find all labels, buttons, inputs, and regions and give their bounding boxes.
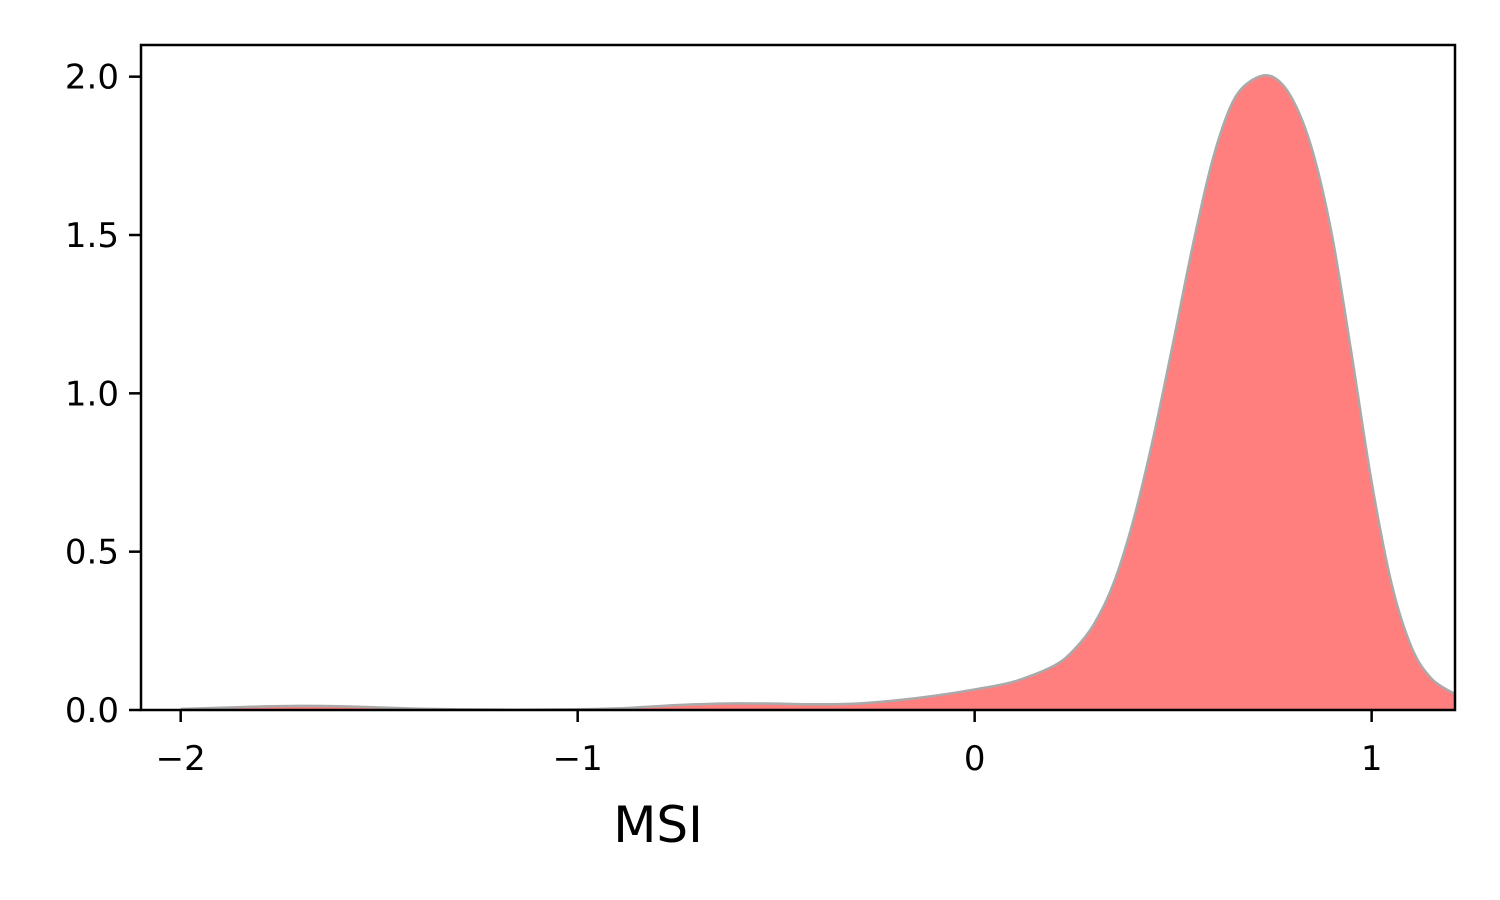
x-tick-label: −1 xyxy=(553,739,603,779)
density-area xyxy=(180,75,1456,711)
y-tick-label: 1.5 xyxy=(65,216,119,256)
plot-frame xyxy=(139,43,1457,712)
y-axis: 0.0 0.5 1.0 1.5 2.0 xyxy=(65,58,141,731)
x-tick-label: 1 xyxy=(1361,739,1383,779)
y-tick-label: 0.5 xyxy=(65,533,119,573)
x-axis: −2 −1 0 1 xyxy=(156,710,1383,779)
y-tick-label: 1.0 xyxy=(65,374,119,414)
x-tick-label: −2 xyxy=(156,739,206,779)
y-tick-label: 2.0 xyxy=(65,58,119,98)
x-tick-label: 0 xyxy=(964,739,986,779)
y-tick-label: 0.0 xyxy=(65,691,119,731)
plot-area xyxy=(180,73,1456,711)
x-axis-title: MSI xyxy=(613,796,703,854)
